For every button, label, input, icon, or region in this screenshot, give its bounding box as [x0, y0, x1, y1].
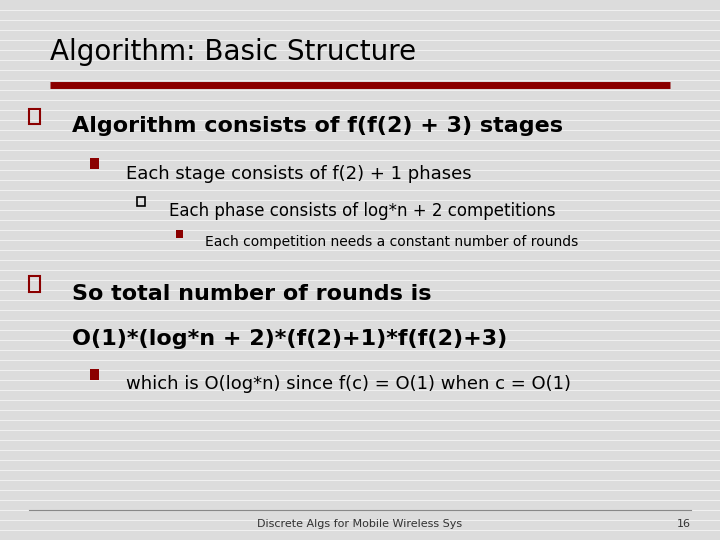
Bar [29, 109, 40, 124]
Bar [90, 158, 99, 169]
Bar [29, 276, 40, 292]
Text: Each stage consists of f(2) + 1 phases: Each stage consists of f(2) + 1 phases [126, 165, 472, 183]
Text: which is O(log*n) since f(c) = O(1) when c = O(1): which is O(log*n) since f(c) = O(1) when… [126, 375, 571, 393]
Text: Algorithm: Basic Structure: Algorithm: Basic Structure [50, 38, 417, 66]
Text: Algorithm consists of f(f(2) + 3) stages: Algorithm consists of f(f(2) + 3) stages [72, 116, 563, 136]
Text: So total number of rounds is: So total number of rounds is [72, 284, 431, 303]
Bar [176, 230, 183, 238]
Text: Each phase consists of log*n + 2 competitions: Each phase consists of log*n + 2 competi… [169, 202, 556, 220]
Text: O(1)*(log*n + 2)*(f(2)+1)*f(f(2)+3): O(1)*(log*n + 2)*(f(2)+1)*f(f(2)+3) [72, 329, 508, 349]
Bar [137, 197, 145, 206]
Text: Each competition needs a constant number of rounds: Each competition needs a constant number… [205, 235, 578, 249]
Text: Discrete Algs for Mobile Wireless Sys: Discrete Algs for Mobile Wireless Sys [258, 519, 462, 530]
Bar [90, 369, 99, 380]
Text: 16: 16 [678, 519, 691, 530]
